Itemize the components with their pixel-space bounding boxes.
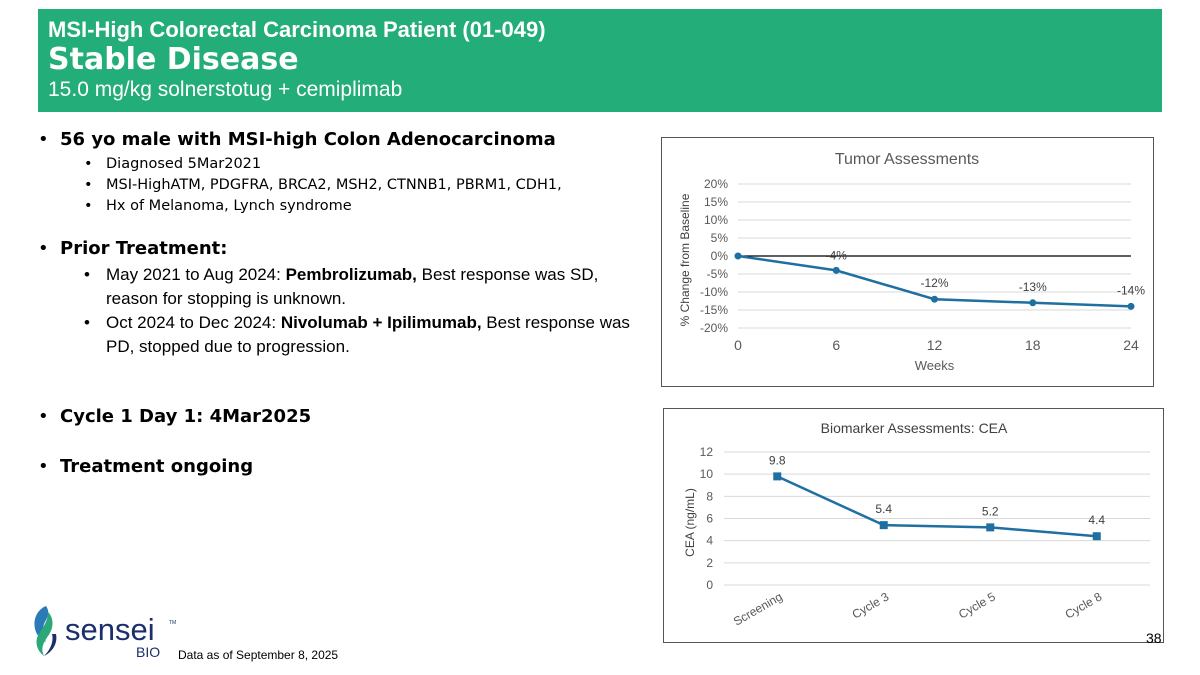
data-point <box>931 295 938 303</box>
data-date-footnote: Data as of September 8, 2025 <box>178 648 339 662</box>
data-label: 9.8 <box>769 453 786 467</box>
data-point <box>1092 532 1101 541</box>
bullet-cycle: Cycle 1 Day 1: 4Mar2025 <box>36 403 636 431</box>
logo-tm: TM <box>169 620 176 626</box>
y-tick-label: 8 <box>706 489 713 503</box>
data-label: 5.2 <box>982 504 999 518</box>
data-label: -14% <box>1117 283 1145 297</box>
data-label: -13% <box>1019 280 1047 294</box>
x-axis-label: Weeks <box>915 358 955 373</box>
patient-title: MSI-High Colorectal Carcinoma Patient (0… <box>48 17 546 42</box>
y-axis-label: CEA (ng/mL) <box>683 488 697 557</box>
logo-bio: BIO <box>136 644 160 660</box>
bullet-prior-title: Prior Treatment: <box>36 235 636 263</box>
tumor-chart-svg: Tumor Assessments 20% 15% 10% 5% 0% -5% -10% -15… <box>678 151 1145 373</box>
title-banner: MSI-High Colorectal Carcinoma Patient (0… <box>38 9 1162 112</box>
data-label: 5.4 <box>875 502 892 516</box>
patient-bullets: 56 yo male with MSI-high Colon Adenocarc… <box>36 126 636 481</box>
y-tick-label: 6 <box>706 512 713 526</box>
series-line <box>776 475 1097 538</box>
y-tick-label: 0 <box>706 578 713 592</box>
y-tick-label: 0% <box>711 249 729 263</box>
data-label: -12% <box>920 276 948 290</box>
y-tick-label: -10% <box>700 285 728 299</box>
data-label: -4% <box>826 248 848 262</box>
x-tick-label: 6 <box>832 337 840 353</box>
bullet-prior-1: May 2021 to Aug 2024: Pembrolizumab, Bes… <box>36 263 636 311</box>
y-tick-label: 2 <box>706 556 713 570</box>
x-tick-label: 18 <box>1025 337 1041 353</box>
bullet-history: Hx of Melanoma, Lynch syndrome <box>36 196 636 217</box>
x-tick-label: Screening <box>731 589 785 628</box>
x-tick-label: Cycle 5 <box>956 589 998 621</box>
y-tick-label: 20% <box>704 177 728 191</box>
x-tick-label: Cycle 8 <box>1063 589 1105 621</box>
page-number: 38 <box>1146 630 1162 646</box>
bullet-patient: 56 yo male with MSI-high Colon Adenocarc… <box>36 126 636 154</box>
x-tick-label: 12 <box>927 337 943 353</box>
logo-word: sensei <box>65 612 155 647</box>
y-tick-label: -15% <box>700 303 728 317</box>
cea-chart-svg: Biomarker Assessments: CEA 12 10 8 6 4 2 0 Scree… <box>683 420 1150 629</box>
bullet-prior-2: Oct 2024 to Dec 2024: Nivolumab + Ipilim… <box>36 311 636 359</box>
response-title: Stable Disease <box>48 42 299 77</box>
y-tick-label: 4 <box>706 534 713 548</box>
y-axis-label: % Change from Baseline <box>678 193 692 326</box>
y-tick-label: 5% <box>711 231 729 245</box>
bullet-diagnosed: Diagnosed 5Mar2021 <box>36 154 636 175</box>
data-point <box>986 523 995 532</box>
y-tick-label: 12 <box>700 445 714 459</box>
data-point <box>1029 299 1037 307</box>
data-point <box>879 521 888 530</box>
y-tick-label: -5% <box>707 267 729 281</box>
y-tick-label: 15% <box>704 195 728 209</box>
data-point <box>734 252 742 260</box>
y-tick-label: 10% <box>704 213 728 227</box>
dose-subtitle: 15.0 mg/kg solnerstotug + cemiplimab <box>48 78 403 101</box>
bullet-ongoing: Treatment ongoing <box>36 453 636 481</box>
bullet-mutations: MSI-HighATM, PDGFRA, BRCA2, MSH2, CTNNB1… <box>36 175 636 196</box>
chart-title: Tumor Assessments <box>835 151 979 168</box>
x-tick-label: 24 <box>1123 337 1139 353</box>
y-tick-label: -20% <box>700 321 728 335</box>
data-label: 4.4 <box>1088 513 1105 527</box>
data-point <box>832 266 840 274</box>
chart-title: Biomarker Assessments: CEA <box>821 420 1008 436</box>
tumor-assessments-chart: Tumor Assessments 20% 15% 10% 5% 0% -5% -10% -15… <box>661 137 1154 387</box>
data-point <box>773 472 782 481</box>
sensei-bio-logo: sensei TM BIO <box>32 604 182 660</box>
cea-chart: Biomarker Assessments: CEA 12 10 8 6 4 2 0 Scree… <box>663 408 1164 643</box>
y-tick-label: 10 <box>700 467 714 481</box>
x-tick-label: 0 <box>734 337 742 353</box>
data-point <box>1127 302 1135 310</box>
x-tick-label: Cycle 3 <box>850 589 892 621</box>
